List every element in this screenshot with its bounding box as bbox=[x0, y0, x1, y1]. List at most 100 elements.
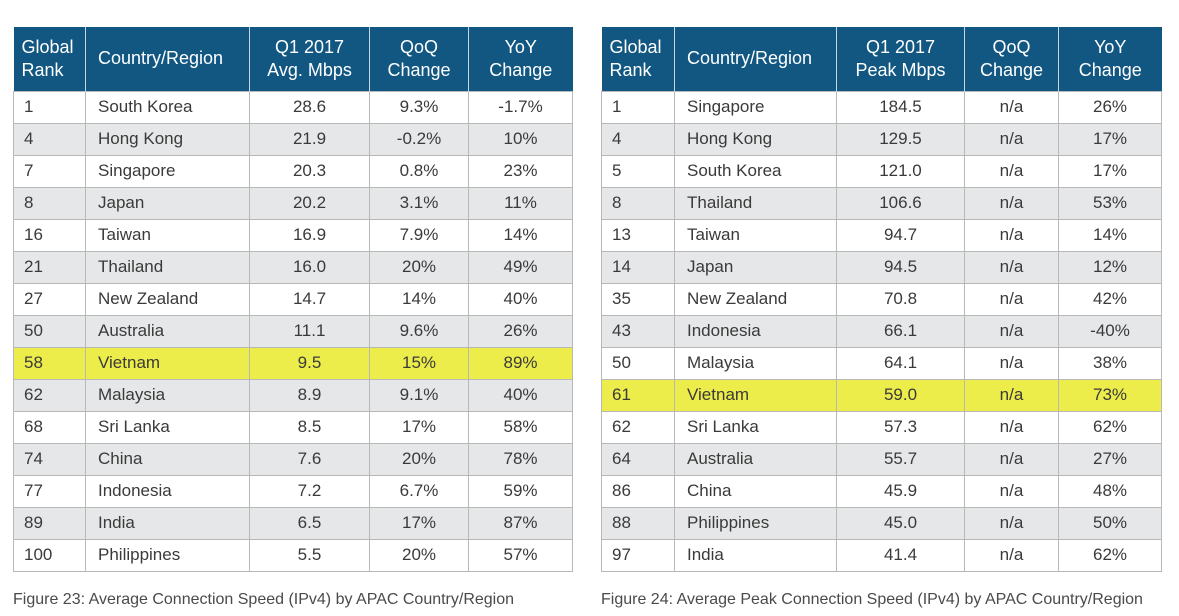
yoy-cell: 78% bbox=[468, 442, 573, 475]
table-row: 27 New Zealand 14.7 14% 40% bbox=[13, 282, 573, 315]
rank-cell: 8 bbox=[601, 186, 675, 219]
yoy-cell: 58% bbox=[468, 410, 573, 443]
speed-cell: 57.3 bbox=[836, 410, 965, 443]
qoq-cell: 20% bbox=[369, 250, 469, 283]
country-cell: Australia bbox=[674, 442, 837, 475]
speed-cell: 55.7 bbox=[836, 442, 965, 475]
qoq-cell: n/a bbox=[964, 410, 1059, 443]
speed-cell: 184.5 bbox=[836, 90, 965, 123]
table-row: 1 Singapore 184.5 n/a 26% bbox=[601, 90, 1162, 123]
rank-cell: 16 bbox=[13, 218, 86, 251]
country-cell: New Zealand bbox=[674, 282, 837, 315]
table-row: 58 Vietnam 9.5 15% 89% bbox=[13, 346, 573, 379]
country-cell: Philippines bbox=[674, 506, 837, 539]
rank-cell: 27 bbox=[13, 282, 86, 315]
yoy-cell: 62% bbox=[1058, 410, 1162, 443]
table-row: 5 South Korea 121.0 n/a 17% bbox=[601, 154, 1162, 187]
country-cell: Taiwan bbox=[85, 218, 250, 251]
qoq-cell: 9.6% bbox=[369, 314, 469, 347]
yoy-cell: 42% bbox=[1058, 282, 1162, 315]
speed-cell: 14.7 bbox=[249, 282, 370, 315]
speed-cell: 20.3 bbox=[249, 154, 370, 187]
qoq-cell: 3.1% bbox=[369, 186, 469, 219]
qoq-cell: n/a bbox=[964, 506, 1059, 539]
yoy-cell: 27% bbox=[1058, 442, 1162, 475]
speed-cell: 45.0 bbox=[836, 506, 965, 539]
country-cell: Indonesia bbox=[85, 474, 250, 507]
table-row: 68 Sri Lanka 8.5 17% 58% bbox=[13, 410, 573, 443]
qoq-cell: n/a bbox=[964, 250, 1059, 283]
header-global-rank: Global Rank bbox=[601, 27, 675, 91]
rank-cell: 43 bbox=[601, 314, 675, 347]
speed-cell: 7.6 bbox=[249, 442, 370, 475]
table-row: 86 China 45.9 n/a 48% bbox=[601, 474, 1162, 507]
rank-cell: 97 bbox=[601, 538, 675, 572]
yoy-cell: 53% bbox=[1058, 186, 1162, 219]
qoq-cell: n/a bbox=[964, 538, 1059, 572]
country-cell: Thailand bbox=[85, 250, 250, 283]
qoq-cell: n/a bbox=[964, 154, 1059, 187]
country-cell: Indonesia bbox=[674, 314, 837, 347]
table-row: 88 Philippines 45.0 n/a 50% bbox=[601, 506, 1162, 539]
table-row: 77 Indonesia 7.2 6.7% 59% bbox=[13, 474, 573, 507]
speed-cell: 41.4 bbox=[836, 538, 965, 572]
qoq-cell: 20% bbox=[369, 538, 469, 572]
rank-cell: 1 bbox=[601, 90, 675, 123]
rank-cell: 86 bbox=[601, 474, 675, 507]
speed-cell: 7.2 bbox=[249, 474, 370, 507]
country-cell: Japan bbox=[85, 186, 250, 219]
rank-cell: 61 bbox=[601, 378, 675, 411]
rank-cell: 4 bbox=[601, 122, 675, 155]
qoq-cell: n/a bbox=[964, 218, 1059, 251]
country-cell: Malaysia bbox=[85, 378, 250, 411]
rank-cell: 74 bbox=[13, 442, 86, 475]
country-cell: Taiwan bbox=[674, 218, 837, 251]
speed-cell: 66.1 bbox=[836, 314, 965, 347]
country-cell: China bbox=[674, 474, 837, 507]
speed-cell: 59.0 bbox=[836, 378, 965, 411]
speed-cell: 129.5 bbox=[836, 122, 965, 155]
table-row: 14 Japan 94.5 n/a 12% bbox=[601, 250, 1162, 283]
yoy-cell: 14% bbox=[468, 218, 573, 251]
table-row: 74 China 7.6 20% 78% bbox=[13, 442, 573, 475]
qoq-cell: 17% bbox=[369, 410, 469, 443]
speed-cell: 16.9 bbox=[249, 218, 370, 251]
table-row: 50 Australia 11.1 9.6% 26% bbox=[13, 314, 573, 347]
yoy-cell: 26% bbox=[468, 314, 573, 347]
peak-speed-table-panel: Global Rank Country/Region Q1 2017 Peak Mb… bbox=[601, 27, 1162, 572]
table-row: 64 Australia 55.7 n/a 27% bbox=[601, 442, 1162, 475]
rank-cell: 77 bbox=[13, 474, 86, 507]
speed-cell: 6.5 bbox=[249, 506, 370, 539]
country-cell: India bbox=[85, 506, 250, 539]
country-cell: Thailand bbox=[674, 186, 837, 219]
table-row: 62 Sri Lanka 57.3 n/a 62% bbox=[601, 410, 1162, 443]
yoy-cell: 49% bbox=[468, 250, 573, 283]
table-row: 1 South Korea 28.6 9.3% -1.7% bbox=[13, 90, 573, 123]
yoy-cell: 48% bbox=[1058, 474, 1162, 507]
yoy-cell: 12% bbox=[1058, 250, 1162, 283]
yoy-cell: -40% bbox=[1058, 314, 1162, 347]
header-peak-mbps: Q1 2017 Peak Mbps bbox=[836, 27, 965, 91]
speed-cell: 121.0 bbox=[836, 154, 965, 187]
table-row: 16 Taiwan 16.9 7.9% 14% bbox=[13, 218, 573, 251]
yoy-cell: 17% bbox=[1058, 122, 1162, 155]
rank-cell: 58 bbox=[13, 346, 86, 379]
yoy-cell: 40% bbox=[468, 378, 573, 411]
speed-cell: 70.8 bbox=[836, 282, 965, 315]
header-global-rank: Global Rank bbox=[13, 27, 86, 91]
rank-cell: 1 bbox=[13, 90, 86, 123]
qoq-cell: n/a bbox=[964, 378, 1059, 411]
table-row: 62 Malaysia 8.9 9.1% 40% bbox=[13, 378, 573, 411]
speed-cell: 20.2 bbox=[249, 186, 370, 219]
table-row: 89 India 6.5 17% 87% bbox=[13, 506, 573, 539]
table-row: 35 New Zealand 70.8 n/a 42% bbox=[601, 282, 1162, 315]
speed-cell: 8.9 bbox=[249, 378, 370, 411]
rank-cell: 7 bbox=[13, 154, 86, 187]
country-cell: Malaysia bbox=[674, 346, 837, 379]
table-row: 50 Malaysia 64.1 n/a 38% bbox=[601, 346, 1162, 379]
rank-cell: 4 bbox=[13, 122, 86, 155]
qoq-cell: n/a bbox=[964, 474, 1059, 507]
qoq-cell: 9.1% bbox=[369, 378, 469, 411]
qoq-cell: 17% bbox=[369, 506, 469, 539]
table-row: 7 Singapore 20.3 0.8% 23% bbox=[13, 154, 573, 187]
